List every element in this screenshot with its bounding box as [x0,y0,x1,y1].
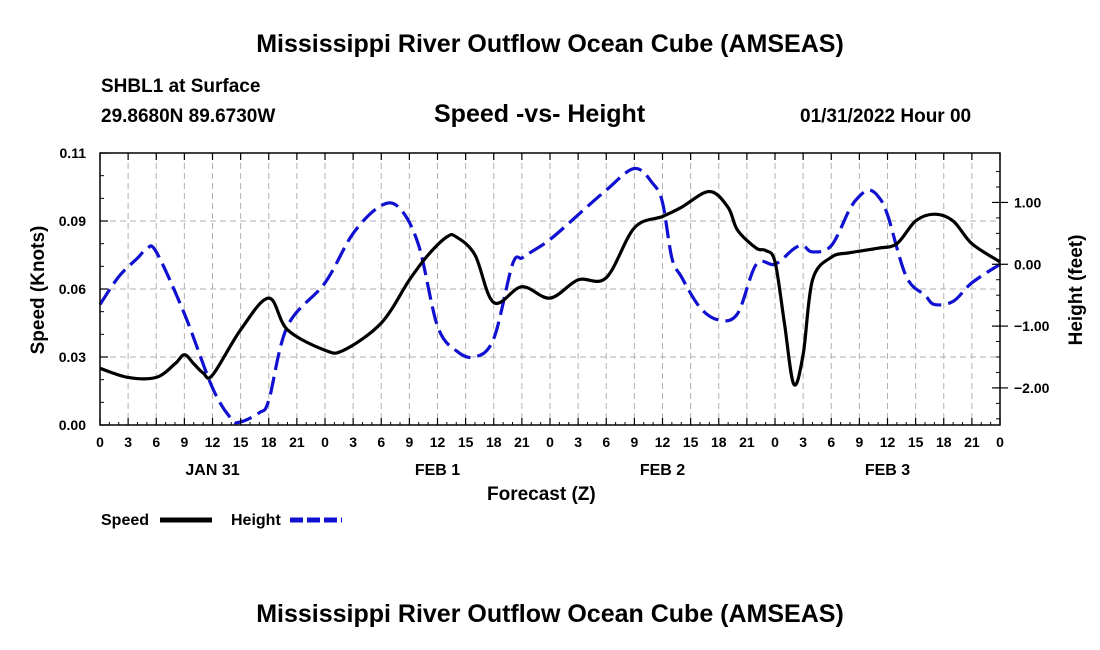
forecast-date-label: 01/31/2022 Hour 00 [800,106,972,127]
y-tick-label-right: 0.00 [1014,256,1041,272]
x-axis-title: Forecast (Z) [487,484,596,505]
x-tick-label: 0 [771,434,779,450]
footer-title: Mississippi River Outflow Ocean Cube (AM… [256,600,844,628]
x-tick-label: 0 [996,434,1004,450]
y-tick-label-right: 1.00 [1014,194,1041,210]
x-tick-label: 9 [180,434,188,450]
y-axis-title-left: Speed (Knots) [28,226,49,355]
x-tick-label: 6 [152,434,160,450]
legend-speed-label: Speed [101,512,149,529]
y-axis-title-right: Height (feet) [1066,235,1087,346]
y-tick-label-left: 0.00 [59,417,86,433]
speed-series-line [99,189,1001,387]
x-tick-label: 15 [908,434,924,450]
x-tick-label: 12 [655,434,671,450]
x-tick-label: 12 [205,434,221,450]
y-tick-label-right: −1.00 [1014,318,1050,334]
axis-labels: 0 3 6 9 12 15 18 21 0 3 6 9 12 15 18 21 0 3 6 9 12 15 18 21 0 3 6 9… [59,145,1050,479]
y-tick-label-left: 0.03 [59,349,86,365]
station-label: SHBL1 at Surface [101,76,261,97]
x-tick-label: 21 [964,434,980,450]
coordinates-label: 29.8680N 89.6730W [101,106,276,127]
x-tick-label: 0 [96,434,104,450]
x-tick-label: 15 [458,434,474,450]
x-tick-label: 0 [546,434,554,450]
chart-main-title: Mississippi River Outflow Ocean Cube (AM… [256,30,844,58]
y-tick-label-left: 0.06 [59,281,86,297]
x-tick-label: 3 [574,434,582,450]
x-tick-label: 18 [936,434,952,450]
x-tick-label: 18 [711,434,727,450]
x-tick-label: 9 [630,434,638,450]
y-tick-label-left: 0.11 [60,145,87,161]
x-day-label: FEB 3 [865,462,910,479]
x-tick-label: 0 [321,434,329,450]
x-tick-label: 9 [855,434,863,450]
chart-subtitle: Speed -vs- Height [434,100,646,128]
x-day-label: FEB 2 [640,462,685,479]
series-lines [98,166,1001,425]
x-tick-label: 6 [602,434,610,450]
x-tick-label: 18 [261,434,277,450]
x-day-label: FEB 1 [415,462,460,479]
y-tick-label-left: 0.09 [59,213,86,229]
x-tick-label: 6 [827,434,835,450]
y-tick-label-right: −2.00 [1014,380,1050,396]
grid-lines [100,153,1000,425]
x-tick-label: 6 [377,434,385,450]
x-tick-label: 21 [514,434,530,450]
x-tick-label: 3 [799,434,807,450]
x-day-label: JAN 31 [185,462,239,479]
x-tick-label: 15 [233,434,249,450]
x-tick-label: 12 [430,434,446,450]
x-tick-label: 18 [486,434,502,450]
axis-ticks [99,152,1008,426]
x-tick-label: 3 [124,434,132,450]
x-tick-label: 9 [405,434,413,450]
height-series-line [98,166,1001,425]
x-tick-label: 12 [880,434,896,450]
x-tick-label: 21 [739,434,755,450]
legend-height-label: Height [231,512,281,529]
x-tick-label: 15 [683,434,699,450]
x-tick-label: 3 [349,434,357,450]
x-tick-label: 21 [289,434,305,450]
